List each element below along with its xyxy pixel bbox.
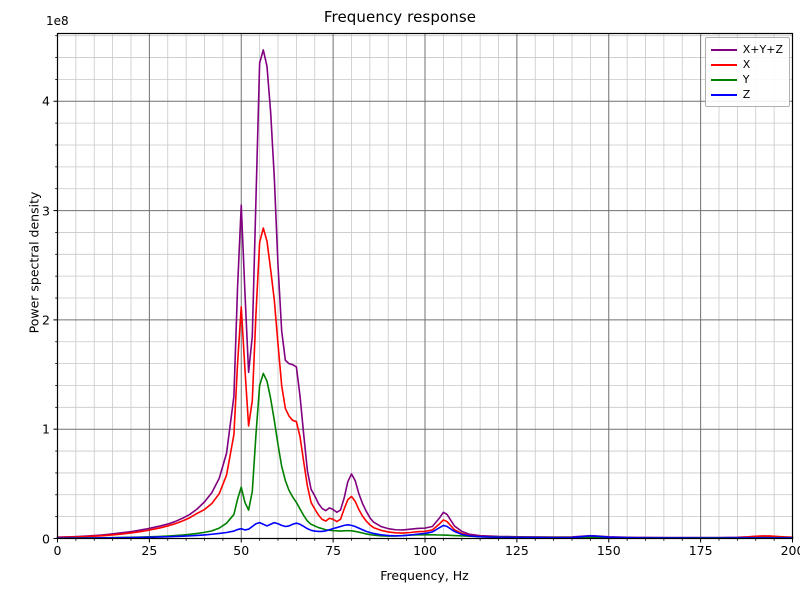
y-tick-label: 4	[42, 93, 50, 109]
x-tick-label: 75	[325, 543, 342, 558]
legend-label: X+Y+Z	[742, 43, 783, 56]
x-tick-label: 25	[141, 543, 158, 558]
legend-color-swatch	[710, 63, 737, 66]
x-tick-label: 125	[504, 543, 529, 558]
y-tick-label: 3	[42, 203, 50, 219]
legend[interactable]: X+Y+Z X Y Z	[704, 37, 790, 107]
chart-title: Frequency response	[323, 8, 477, 26]
legend-item-z[interactable]: Z	[710, 87, 783, 102]
y-tick-label: 1	[42, 421, 50, 437]
legend-color-swatch	[710, 78, 737, 81]
y-axis-offset-text: 1e8	[46, 14, 69, 28]
legend-item-x-y-z[interactable]: X+Y+Z	[710, 42, 783, 57]
x-tick-label: 175	[688, 543, 713, 558]
x-tick-label: 100	[413, 543, 437, 558]
x-tick-label: 50	[233, 543, 250, 558]
y-tick-label: 2	[42, 312, 50, 328]
y-axis-label: Power spectral density	[26, 191, 42, 334]
x-tick-label: 200	[780, 543, 800, 558]
x-tick-label: 0	[53, 543, 62, 558]
legend-item-y[interactable]: Y	[710, 72, 783, 87]
legend-item-x[interactable]: X	[710, 57, 783, 72]
legend-label: Y	[742, 73, 750, 86]
x-tick-label: 150	[596, 543, 621, 558]
series-lines	[56, 49, 794, 540]
legend-color-swatch	[710, 93, 737, 96]
x-axis-label: Frequency, Hz	[380, 568, 469, 583]
legend-label: Z	[742, 88, 751, 101]
legend-color-swatch	[710, 48, 737, 51]
legend-label: X	[742, 58, 751, 71]
y-tick-label: 0	[42, 531, 50, 546]
axis-ticks	[53, 35, 793, 543]
